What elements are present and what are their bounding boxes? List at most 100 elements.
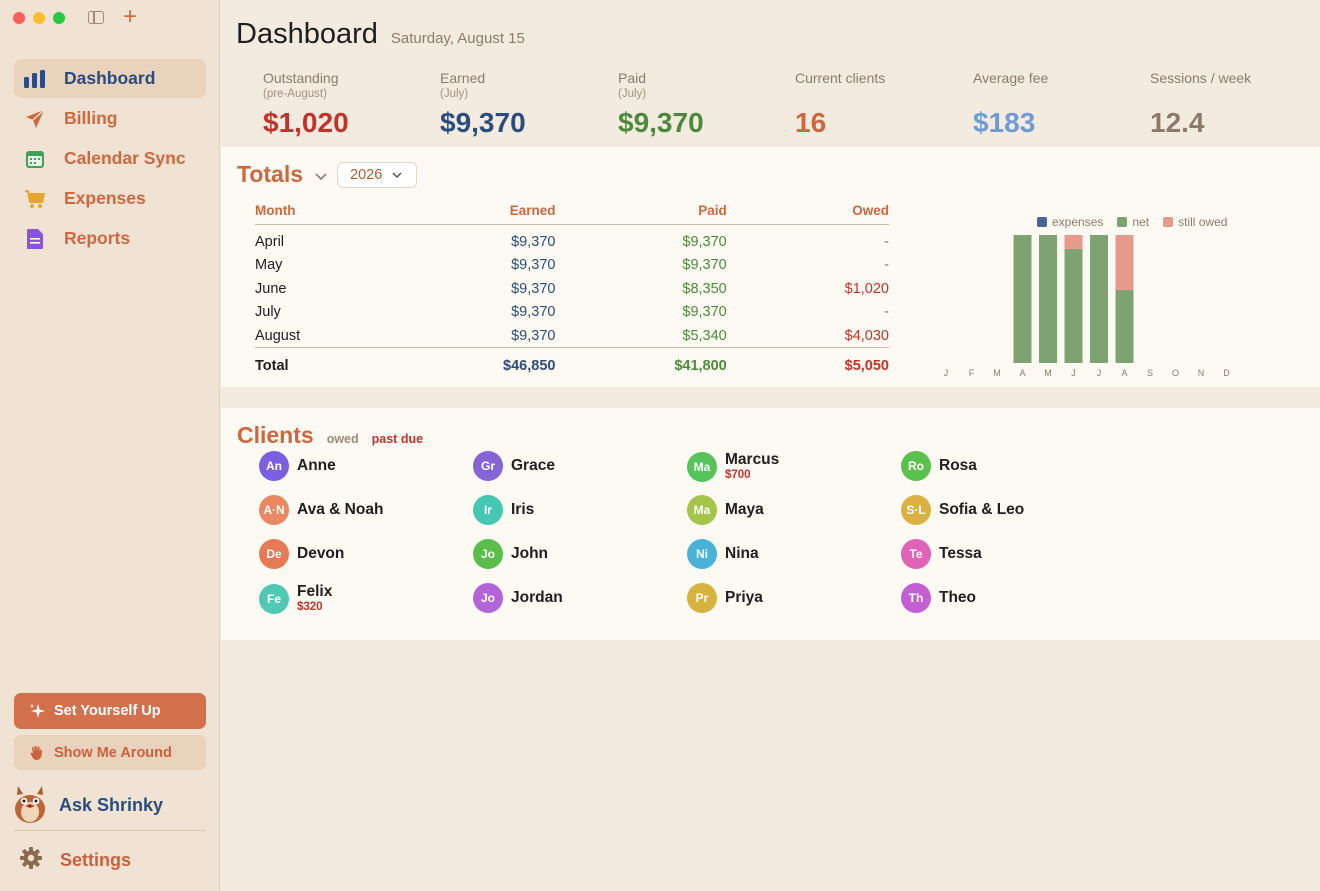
stat-earned: Earned (July) $9,370 <box>440 70 610 143</box>
cell-owed: - <box>884 304 889 321</box>
cell-paid: $8,350 <box>682 280 727 297</box>
client-name: Felix <box>297 583 333 600</box>
cell-earned: $9,370 <box>511 327 556 344</box>
client-item[interactable]: Jo John <box>473 539 548 569</box>
zoom-window-button[interactable] <box>53 12 65 24</box>
legend-label: expenses <box>1052 215 1104 229</box>
client-name: John <box>511 545 549 562</box>
sidebar-item-billing[interactable]: Billing <box>14 99 206 138</box>
add-icon[interactable]: + <box>123 3 138 30</box>
chevron-down-icon <box>392 167 402 183</box>
stat-label: Average fee <box>973 70 1049 86</box>
stat-sublabel: (July) <box>440 88 469 100</box>
avatar: Fe <box>259 583 289 614</box>
sidebar-item-dashboard[interactable]: Dashboard <box>14 59 206 98</box>
client-info: Ava & Noah <box>297 501 383 519</box>
settings-button[interactable]: Settings <box>19 846 131 875</box>
table-header-row: Month Earned Paid Owed <box>255 203 889 225</box>
page-date: Saturday, August 15 <box>390 30 525 47</box>
stat-label: Earned <box>440 70 486 86</box>
cell-month: May <box>255 257 283 274</box>
client-item[interactable]: Te Tessa <box>901 539 982 569</box>
x-tick-label: M <box>1044 368 1052 378</box>
client-item[interactable]: Ma Marcus $700 <box>687 451 779 482</box>
year-select[interactable]: 2026 <box>337 161 418 188</box>
stat-sublabel <box>1150 87 1320 101</box>
clients-header: Clients owed past due <box>237 422 423 449</box>
client-item[interactable]: Gr Grace <box>473 451 555 481</box>
stat-sublabel <box>973 87 1143 101</box>
cell-paid: $5,340 <box>682 327 727 344</box>
cell-month: July <box>255 304 281 321</box>
minimize-window-button[interactable] <box>33 12 45 24</box>
client-item[interactable]: A·N Ava & Noah <box>259 495 383 525</box>
show-me-around-button[interactable]: Show Me Around <box>14 735 206 770</box>
waving-hand-icon <box>28 744 46 762</box>
client-item[interactable]: Ro Rosa <box>901 451 977 481</box>
chevron-down-icon[interactable] <box>315 168 327 186</box>
client-item[interactable]: Ma Maya <box>687 495 764 525</box>
avatar: Ma <box>687 451 717 482</box>
legend-swatch <box>1163 217 1174 227</box>
x-tick-label: S <box>1147 368 1153 378</box>
avatar: Te <box>901 539 931 569</box>
client-name: Maya <box>725 501 764 518</box>
set-yourself-up-label: Set Yourself Up <box>54 703 161 719</box>
cell-paid: $9,370 <box>682 304 727 321</box>
client-item[interactable]: Ir Iris <box>473 495 534 525</box>
stat-label: Current clients <box>795 70 886 86</box>
client-item[interactable]: Fe Felix $320 <box>259 583 332 614</box>
client-item[interactable]: S·L Sofia & Leo <box>901 495 1024 525</box>
past-due-filter-tag[interactable]: past due <box>371 432 424 446</box>
stat-value: 12.4 <box>1150 107 1205 138</box>
client-info: Priya <box>725 589 763 607</box>
x-tick-label: A <box>1019 368 1025 378</box>
cell-paid: $9,370 <box>682 257 727 274</box>
sidebar-item-label: Expenses <box>64 188 146 208</box>
client-info: Felix $320 <box>297 583 332 614</box>
legend-label: net <box>1132 215 1150 229</box>
client-item[interactable]: Th Theo <box>901 583 976 613</box>
column-header-paid: Paid <box>555 203 727 225</box>
sidebar-item-reports[interactable]: Reports <box>14 219 206 258</box>
client-item[interactable]: An Anne <box>259 451 336 481</box>
cell-month: August <box>255 327 301 344</box>
column-header-month: Month <box>255 203 406 225</box>
sidebar-item-expenses[interactable]: Expenses <box>14 179 206 218</box>
cell-total-owed: $5,050 <box>726 347 889 379</box>
client-name: Iris <box>511 501 535 518</box>
table-total-row: Total $46,850 $41,800 $5,050 <box>255 347 889 379</box>
client-item[interactable]: Pr Priya <box>687 583 763 613</box>
sidebar-toggle-icon[interactable] <box>88 11 104 24</box>
avatar: Th <box>901 583 931 613</box>
stat-paid: Paid (July) $9,370 <box>618 70 788 143</box>
client-item[interactable]: Ni Nina <box>687 539 759 569</box>
cell-month: June <box>255 280 287 297</box>
table-row: April $9,370 $9,370 - <box>255 225 889 254</box>
x-tick-label: D <box>1223 368 1230 378</box>
page-title: Dashboard <box>236 18 378 50</box>
sidebar-item-calendar-sync[interactable]: Calendar Sync <box>14 139 206 178</box>
stat-value: $9,370 <box>440 107 526 138</box>
close-window-button[interactable] <box>13 12 25 24</box>
cell-total-paid: $41,800 <box>555 347 727 379</box>
client-item[interactable]: De Devon <box>259 539 344 569</box>
sidebar-item-label: Reports <box>64 228 131 248</box>
client-item[interactable]: Jo Jordan <box>473 583 563 613</box>
shrinky-mascot-icon <box>10 782 50 829</box>
client-info: Sofia & Leo <box>939 501 1024 519</box>
totals-title: Totals <box>237 161 304 187</box>
paper-plane-icon <box>23 107 47 131</box>
table-row: August $9,370 $5,340 $4,030 <box>255 324 889 348</box>
stat-sessions-per-week: Sessions / week 12.4 <box>1150 70 1320 143</box>
ask-shrinky-button[interactable]: Ask Shrinky <box>10 782 163 829</box>
client-owed-amount: $700 <box>725 469 751 481</box>
set-yourself-up-button[interactable]: Set Yourself Up <box>14 693 206 729</box>
table-row: June $9,370 $8,350 $1,020 <box>255 277 889 301</box>
stat-sublabel <box>795 87 965 101</box>
main-content: Dashboard Saturday, August 15 Outstandin… <box>221 0 1320 891</box>
cell-paid: $9,370 <box>682 234 727 251</box>
owed-filter-tag[interactable]: owed <box>326 432 359 446</box>
client-info: John <box>511 545 548 563</box>
sidebar-item-label: Calendar Sync <box>64 148 186 168</box>
